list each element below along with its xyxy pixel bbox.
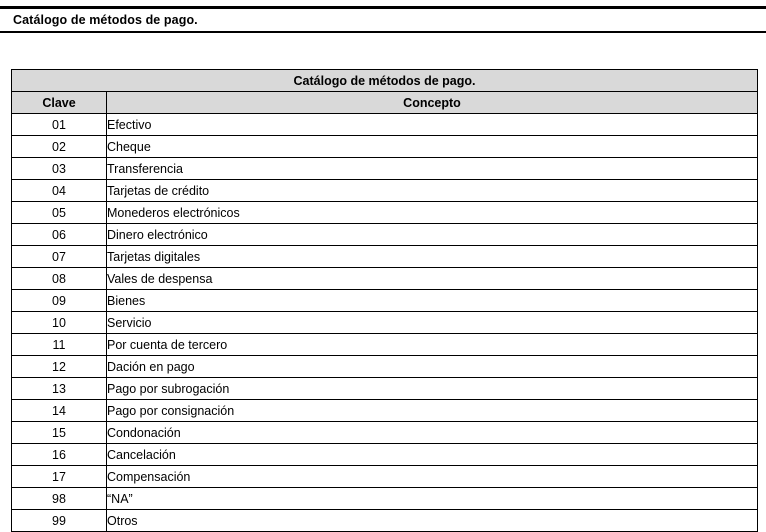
cell-concepto: Tarjetas digitales bbox=[106, 245, 758, 268]
table-caption: Catálogo de métodos de pago. bbox=[11, 69, 758, 92]
table-caption-row: Catálogo de métodos de pago. bbox=[11, 69, 758, 92]
cell-clave: 15 bbox=[11, 421, 107, 444]
cell-concepto: Cheque bbox=[106, 135, 758, 158]
cell-concepto: Condonación bbox=[106, 421, 758, 444]
table-row: 99 Otros bbox=[11, 509, 758, 532]
header-rule-top bbox=[0, 6, 766, 9]
cell-clave: 03 bbox=[11, 157, 107, 180]
cell-concepto: Otros bbox=[106, 509, 758, 532]
table-row: 10 Servicio bbox=[11, 311, 758, 334]
cell-clave: 14 bbox=[11, 399, 107, 422]
cell-concepto: Monederos electrónicos bbox=[106, 201, 758, 224]
cell-concepto: Cancelación bbox=[106, 443, 758, 466]
cell-concepto: Tarjetas de crédito bbox=[106, 179, 758, 202]
table-row: 06 Dinero electrónico bbox=[11, 223, 758, 246]
cell-clave: 08 bbox=[11, 267, 107, 290]
table-body: 01 Efectivo 02 Cheque 03 Transferencia 04 Tarje… bbox=[11, 113, 758, 532]
cell-clave: 98 bbox=[11, 487, 107, 510]
cell-concepto: Pago por subrogación bbox=[106, 377, 758, 400]
table-row: 04 Tarjetas de crédito bbox=[11, 179, 758, 202]
cell-concepto: Compensación bbox=[106, 465, 758, 488]
table-row: 16 Cancelación bbox=[11, 443, 758, 466]
cell-concepto: Bienes bbox=[106, 289, 758, 312]
table-row: 07 Tarjetas digitales bbox=[11, 245, 758, 268]
table-row: 11 Por cuenta de tercero bbox=[11, 333, 758, 356]
table-column-header-row: Clave Concepto bbox=[11, 91, 758, 114]
table-row: 01 Efectivo bbox=[11, 113, 758, 136]
cell-clave: 04 bbox=[11, 179, 107, 202]
column-header-clave: Clave bbox=[11, 91, 107, 114]
cell-clave: 16 bbox=[11, 443, 107, 466]
cell-concepto: Dinero electrónico bbox=[106, 223, 758, 246]
cell-clave: 11 bbox=[11, 333, 107, 356]
document-header: Catálogo de métodos de pago. bbox=[0, 6, 766, 33]
cell-clave: 06 bbox=[11, 223, 107, 246]
cell-concepto: Transferencia bbox=[106, 157, 758, 180]
cell-concepto: “NA” bbox=[106, 487, 758, 510]
cell-clave: 07 bbox=[11, 245, 107, 268]
table-row: 14 Pago por consignación bbox=[11, 399, 758, 422]
cell-clave: 13 bbox=[11, 377, 107, 400]
table-row: 12 Dación en pago bbox=[11, 355, 758, 378]
cell-concepto: Dación en pago bbox=[106, 355, 758, 378]
table-row: 08 Vales de despensa bbox=[11, 267, 758, 290]
table-row: 13 Pago por subrogación bbox=[11, 377, 758, 400]
table-row: 17 Compensación bbox=[11, 465, 758, 488]
table-row: 15 Condonación bbox=[11, 421, 758, 444]
table-header: Catálogo de métodos de pago. Clave Conce… bbox=[11, 69, 758, 114]
header-rule-bottom bbox=[0, 31, 766, 33]
cell-clave: 01 bbox=[11, 113, 107, 136]
column-header-concepto: Concepto bbox=[106, 91, 758, 114]
cell-concepto: Pago por consignación bbox=[106, 399, 758, 422]
cell-clave: 10 bbox=[11, 311, 107, 334]
table-row: 09 Bienes bbox=[11, 289, 758, 312]
cell-concepto: Servicio bbox=[106, 311, 758, 334]
catalog-table-container: Catálogo de métodos de pago. Clave Conce… bbox=[11, 69, 758, 532]
payment-methods-table: Catálogo de métodos de pago. Clave Conce… bbox=[11, 69, 758, 532]
cell-concepto: Efectivo bbox=[106, 113, 758, 136]
cell-clave: 17 bbox=[11, 465, 107, 488]
table-row: 05 Monederos electrónicos bbox=[11, 201, 758, 224]
table-row: 03 Transferencia bbox=[11, 157, 758, 180]
cell-concepto: Por cuenta de tercero bbox=[106, 333, 758, 356]
cell-clave: 99 bbox=[11, 509, 107, 532]
cell-clave: 02 bbox=[11, 135, 107, 158]
cell-concepto: Vales de despensa bbox=[106, 267, 758, 290]
cell-clave: 05 bbox=[11, 201, 107, 224]
cell-clave: 09 bbox=[11, 289, 107, 312]
table-row: 02 Cheque bbox=[11, 135, 758, 158]
table-row: 98 “NA” bbox=[11, 487, 758, 510]
page-title: Catálogo de métodos de pago. bbox=[13, 13, 198, 27]
cell-clave: 12 bbox=[11, 355, 107, 378]
